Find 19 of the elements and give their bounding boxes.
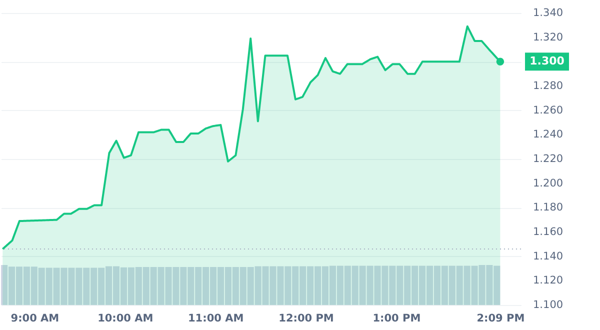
- annotation: 1.300: [530, 54, 565, 68]
- x-tick-label: 11:00 AM: [188, 312, 244, 324]
- y-tick-label: 1.280: [533, 80, 564, 92]
- y-tick-label: 1.260: [533, 104, 564, 116]
- y-tick-label: 1.160: [533, 226, 564, 238]
- y-tick-label: 1.180: [533, 202, 564, 214]
- y-tick-label: 1.220: [533, 153, 564, 165]
- y-tick-label: 1.100: [533, 299, 564, 311]
- y-tick-label: 1.200: [533, 177, 564, 190]
- x-tick-label: 12:00 PM: [278, 312, 334, 324]
- x-tick-label: 1:00 PM: [372, 312, 421, 324]
- y-tick-label: 1.120: [533, 274, 564, 287]
- y-tick-label: 1.140: [533, 250, 564, 262]
- x-tick-label: 10:00 AM: [98, 312, 154, 324]
- y-tick-label: 1.340: [533, 7, 564, 19]
- x-tick-label: 2:09 PM: [476, 312, 525, 324]
- x-tick-label: 9:00 AM: [10, 312, 60, 324]
- y-tick-label: 1.240: [533, 128, 564, 141]
- y-tick-label: 1.320: [533, 31, 564, 44]
